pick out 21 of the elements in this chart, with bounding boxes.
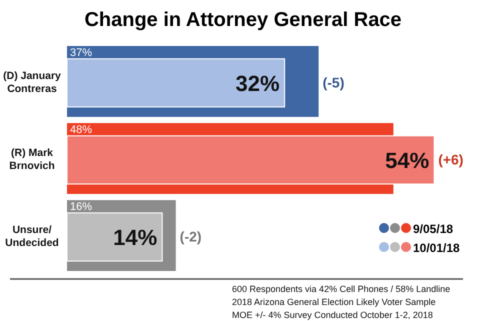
- annotation: (-2): [180, 228, 202, 245]
- data-label: 16%: [70, 201, 92, 214]
- bar: [66, 135, 435, 185]
- data-label: 37%: [70, 47, 92, 59]
- y-tick-label: (R) Mark Brnovich: [9, 147, 55, 172]
- annotation: (-5): [322, 74, 344, 90]
- data-label: 54%: [385, 148, 430, 173]
- bar: [66, 58, 286, 108]
- data-label: 48%: [70, 124, 92, 136]
- data-label: 32%: [236, 70, 280, 96]
- chart-title: Change in Attorney General Race: [84, 9, 402, 31]
- text: 600 Respondents via 42% Cell Phones / 58% Landline: [232, 284, 450, 294]
- text: 2018 Arizona General Election Likely Voter Sample: [232, 297, 436, 307]
- bar: [66, 212, 163, 262]
- data-label: 14%: [113, 224, 158, 250]
- legend-label: 9/05/18: [413, 222, 454, 236]
- y-tick-label: Unsure/ Undecided: [5, 224, 59, 250]
- annotation: (+6): [438, 152, 464, 168]
- y-tick-label: (D) January Contreras: [3, 70, 62, 95]
- text: MOE +/- 4% Survey Conducted October 1-2, 2018: [232, 310, 433, 320]
- legend-label: 10/01/18: [413, 241, 460, 255]
